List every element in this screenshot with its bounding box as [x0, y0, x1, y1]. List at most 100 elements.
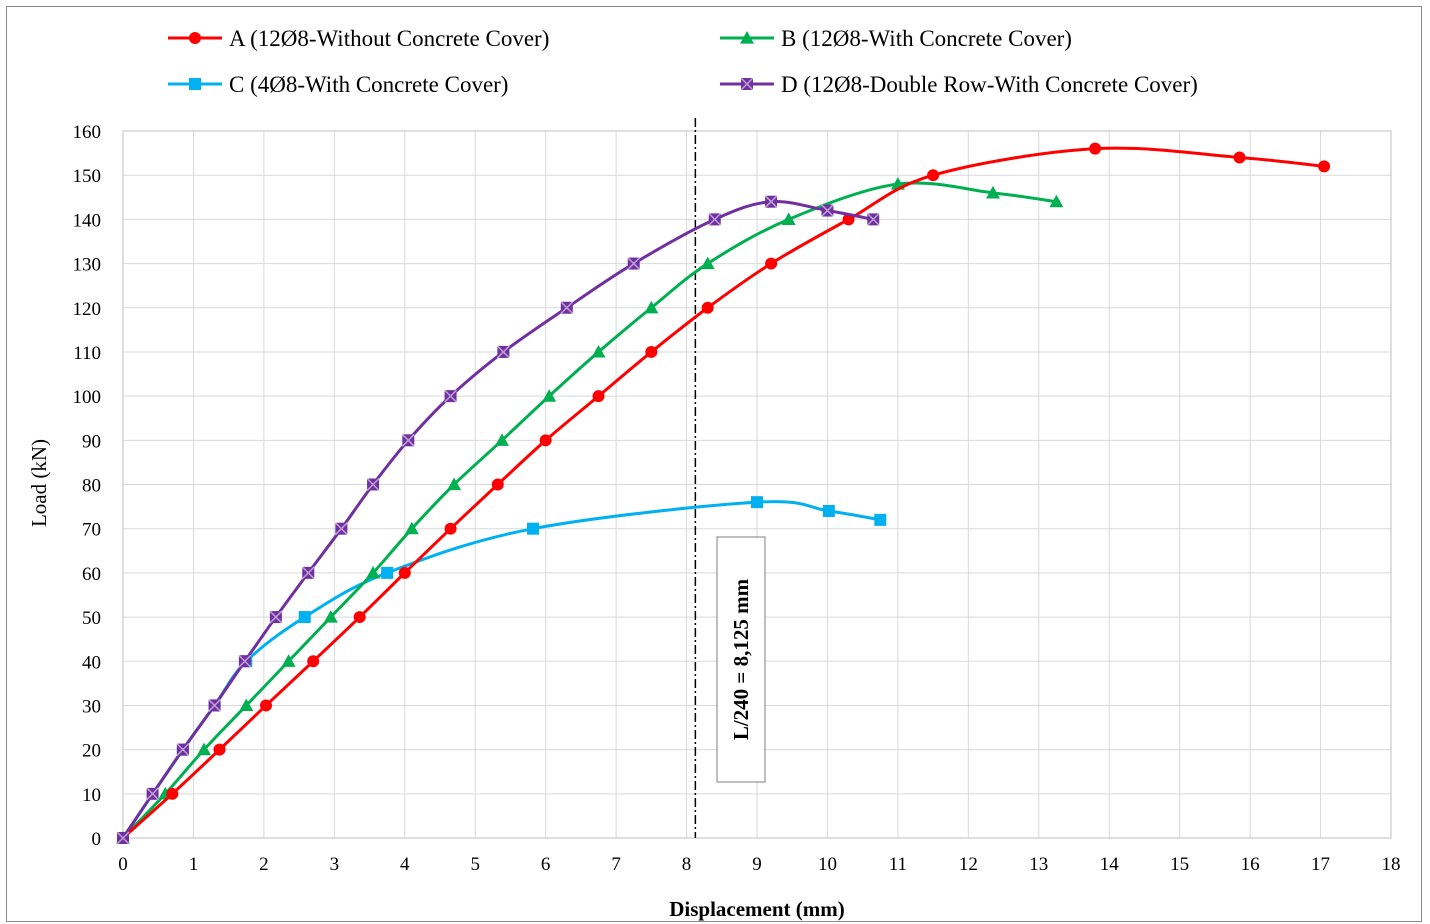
- legend-entry-d: D (12Ø8-Double Row-With Concrete Cover): [720, 72, 1198, 97]
- series-line: [121, 181, 1057, 840]
- data-point: [447, 477, 462, 491]
- x-tick-label: 15: [1170, 854, 1189, 875]
- data-point-cross: [708, 212, 722, 226]
- x-tick-label: 2: [259, 854, 269, 875]
- x-axis-title: Displacement (mm): [669, 897, 845, 921]
- x-tick-label: 16: [1241, 854, 1260, 875]
- legend-entry-c: C (4Ø8-With Concrete Cover): [168, 72, 508, 97]
- legend-label: D (12Ø8-Double Row-With Concrete Cover): [781, 72, 1198, 97]
- y-tick-label: 100: [73, 387, 102, 408]
- y-tick-label: 110: [73, 343, 101, 364]
- plot-area-border: [122, 130, 1392, 839]
- data-point: [197, 742, 212, 756]
- data-point: [985, 185, 1000, 199]
- data-point-cross: [116, 831, 130, 845]
- data-point: [301, 566, 315, 580]
- data-point: [260, 699, 273, 712]
- y-tick-label: 10: [82, 785, 101, 806]
- data-point: [1049, 194, 1064, 208]
- y-tick-label: 120: [73, 299, 102, 320]
- y-tick-label: 60: [82, 564, 101, 585]
- data-point-cross: [627, 257, 641, 271]
- data-point: [708, 212, 722, 226]
- x-tick-label: 8: [682, 854, 692, 875]
- data-point: [700, 256, 715, 270]
- y-tick-label: 0: [92, 829, 102, 850]
- data-point-cross: [269, 610, 283, 624]
- data-point: [644, 300, 659, 314]
- data-point: [591, 344, 606, 358]
- legend-marker: [189, 32, 201, 44]
- data-point-cross: [764, 195, 778, 209]
- data-point-cross: [176, 743, 190, 757]
- y-tick-label: 70: [82, 520, 101, 541]
- data-point: [307, 655, 320, 668]
- x-tick-label: 0: [118, 854, 128, 875]
- y-tick-label: 150: [73, 166, 102, 187]
- data-point-cross: [820, 204, 834, 218]
- data-point: [444, 389, 458, 403]
- data-point: [927, 169, 940, 182]
- y-tick-label: 160: [73, 122, 102, 143]
- data-point: [866, 212, 880, 226]
- data-point: [381, 566, 394, 579]
- l240-label-text: L/240 = 8,125 mm: [729, 578, 753, 740]
- y-tick-label: 90: [82, 431, 101, 452]
- x-tick-label: 14: [1100, 854, 1120, 875]
- grid-lines: [122, 130, 1392, 839]
- x-tick-label: 11: [889, 854, 907, 875]
- data-point-cross: [334, 522, 348, 536]
- data-point: [404, 521, 419, 535]
- y-tick-label: 140: [73, 210, 102, 231]
- legend-label: B (12Ø8-With Concrete Cover): [781, 26, 1072, 51]
- y-tick-label: 40: [82, 652, 101, 673]
- data-point: [298, 611, 311, 624]
- x-tick-label: 10: [818, 854, 837, 875]
- data-point-cross: [238, 654, 252, 668]
- data-point: [874, 513, 887, 526]
- data-point: [764, 195, 778, 209]
- data-point: [820, 204, 834, 218]
- legend-label: A (12Ø8-Without Concrete Cover): [229, 26, 549, 51]
- data-point: [765, 257, 778, 270]
- data-point: [238, 654, 252, 668]
- data-point: [398, 566, 411, 579]
- data-point: [401, 433, 415, 447]
- data-point-cross: [444, 389, 458, 403]
- data-point-cross: [208, 698, 222, 712]
- data-point: [213, 743, 226, 756]
- x-tick-label: 9: [752, 854, 762, 875]
- reference-annotation: L/240 = 8,125 mm: [694, 118, 766, 838]
- series-line: [121, 500, 881, 839]
- data-point: [781, 212, 796, 225]
- y-tick-labels: 0 10 20 30 40 50 60 70 80 90 100 110 120 130 140 150 160: [73, 122, 102, 850]
- data-point: [366, 565, 381, 579]
- chart-frame: [6, 6, 1422, 922]
- data-point: [539, 434, 552, 447]
- legend-label: C (4Ø8-With Concrete Cover): [229, 72, 508, 97]
- data-point: [353, 611, 366, 624]
- x-tick-label: 1: [189, 854, 199, 875]
- x-tick-label: 6: [541, 854, 551, 875]
- data-point-cross: [560, 301, 574, 315]
- data-point: [645, 345, 658, 358]
- y-tick-label: 50: [82, 608, 101, 629]
- data-point: [269, 610, 283, 624]
- legend: A (12Ø8-Without Concrete Cover) B (12Ø8-W…: [168, 26, 1198, 97]
- data-point: [560, 301, 574, 315]
- x-tick-label: 17: [1311, 854, 1330, 875]
- data-point: [334, 522, 348, 536]
- data-point: [366, 477, 380, 492]
- series-lines: [116, 142, 1331, 845]
- y-tick-label: 130: [73, 255, 102, 276]
- y-axis-title: Load (kN): [27, 439, 51, 527]
- data-point: [494, 433, 509, 446]
- data-point-cross: [301, 566, 315, 580]
- series-a: [117, 142, 1331, 844]
- legend-marker: [189, 78, 201, 90]
- data-point: [239, 698, 254, 712]
- data-point: [491, 478, 504, 491]
- x-tick-label: 4: [400, 854, 410, 875]
- legend-marker: [740, 31, 754, 44]
